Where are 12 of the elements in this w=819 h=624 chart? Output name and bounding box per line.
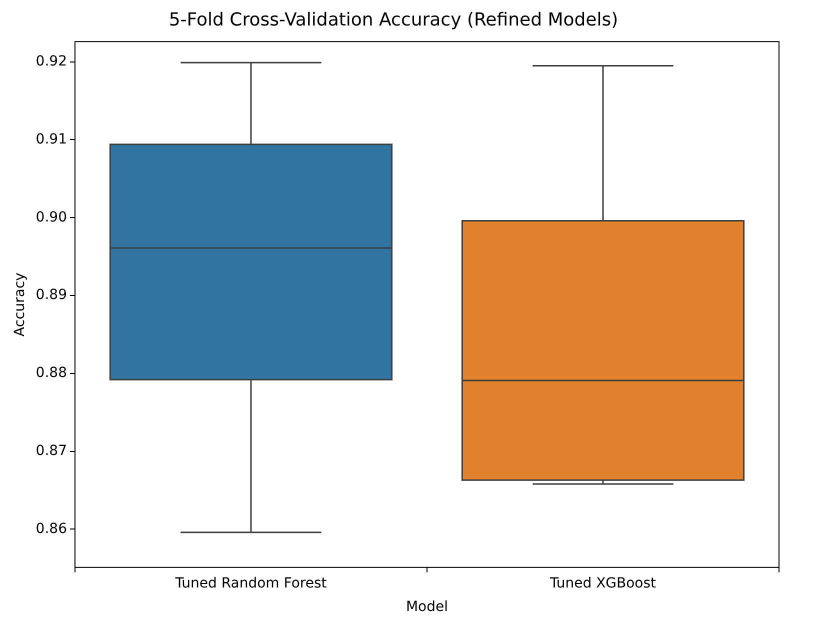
x-axis-title: Model bbox=[406, 599, 448, 616]
x-tick-label: Tuned Random Forest bbox=[174, 575, 328, 592]
y-tick-label: 0.88 bbox=[36, 365, 67, 382]
chart-title: 5-Fold Cross-Validation Accuracy (Refined Models) bbox=[168, 9, 618, 30]
x-tick-label: Tuned XGBoost bbox=[548, 575, 657, 592]
y-tick-label: 0.86 bbox=[36, 520, 68, 537]
y-axis-title: Accuracy bbox=[12, 272, 28, 336]
y-tick-label: 0.91 bbox=[36, 131, 67, 148]
y-tick-label: 0.89 bbox=[36, 287, 67, 304]
y-tick-label: 0.92 bbox=[36, 53, 67, 70]
y-tick-label: 0.90 bbox=[36, 209, 67, 226]
y-tick-label: 0.87 bbox=[36, 442, 67, 459]
